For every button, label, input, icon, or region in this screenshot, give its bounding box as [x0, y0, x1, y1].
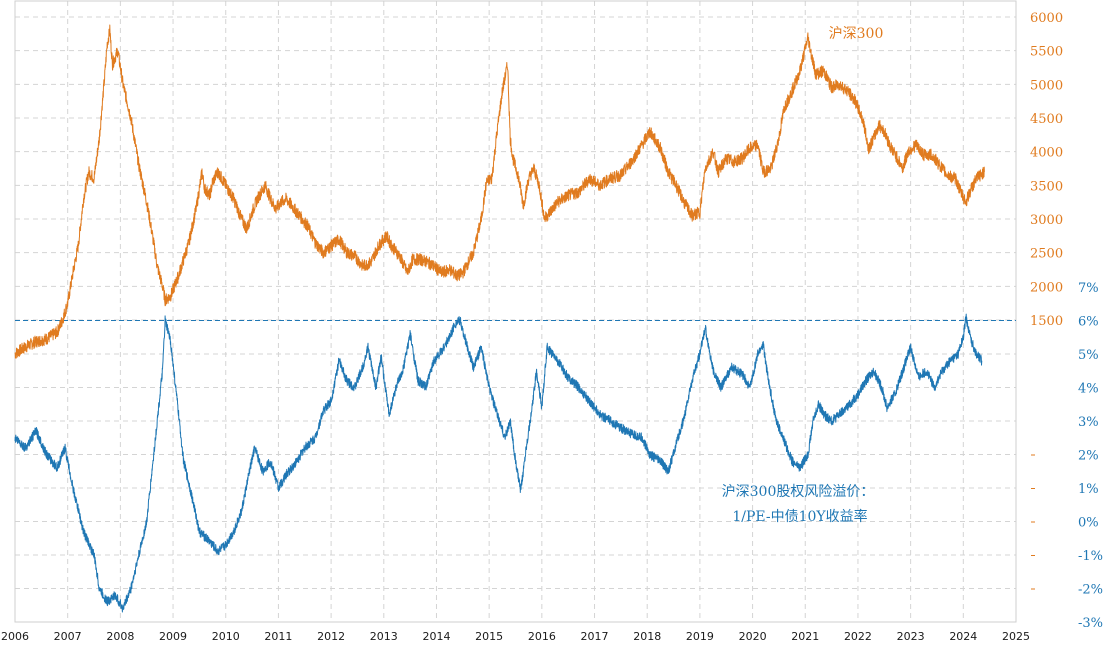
x-tick-label: 2023 [897, 630, 925, 643]
x-tick-label: 2020 [739, 630, 767, 643]
x-tick-label: 2012 [317, 630, 345, 643]
x-tick-label: 2022 [844, 630, 872, 643]
series-group [14, 24, 985, 613]
x-tick-label: 2007 [54, 630, 82, 643]
index-tick-label: 1500 [1030, 314, 1063, 329]
x-tick-label: 2024 [949, 630, 977, 643]
erp-series-label-line2: 1/PE-中债10Y收益率 [732, 508, 867, 525]
premium-tick-label: -2% [1078, 583, 1103, 598]
x-tick-label: 2021 [791, 630, 819, 643]
csi300-series-label: 沪深300 [829, 26, 884, 42]
premium-tick-label: 6% [1078, 315, 1099, 330]
x-tick-label: 2014 [422, 630, 450, 643]
index-tick-label: 5500 [1030, 45, 1063, 60]
x-tick-label: 2016 [528, 630, 556, 643]
premium-axis-ticks: -3% -2% -1% 0% 1% 2% 3% 4% 5% 6% 7% [1031, 281, 1103, 631]
x-tick-label: 2010 [212, 630, 240, 643]
premium-tick-label: 3% [1078, 415, 1099, 430]
x-tick-label: 2017 [581, 630, 609, 643]
annotations: 沪深300 沪深300股权风险溢价： 1/PE-中债10Y收益率 [722, 26, 884, 525]
premium-tick-label: 2% [1078, 449, 1099, 464]
premium-tick-label: 4% [1078, 382, 1099, 397]
index-tick-label: 4000 [1030, 146, 1063, 161]
x-tick-label: 2018 [633, 630, 661, 643]
index-tick-label: 6000 [1030, 11, 1063, 26]
equity-risk-premium-line [14, 313, 983, 613]
index-tick-label: 3000 [1030, 213, 1063, 228]
index-axis-ticks: 1500 2000 2500 3000 3500 4000 4500 5000 5500 6000 [1030, 11, 1063, 329]
premium-tick-label: 0% [1078, 516, 1099, 531]
premium-tick-label: 7% [1078, 281, 1099, 296]
index-tick-label: 2500 [1030, 247, 1063, 262]
premium-tick-label: -1% [1078, 549, 1103, 564]
x-tick-label: 2013 [370, 630, 398, 643]
premium-tick-label: 1% [1078, 482, 1099, 497]
x-axis-ticks: 2006 2007 2008 2009 2010 2011 2012 2013 2014 2015… [1, 630, 1030, 643]
plot-frame [14, 0, 1017, 623]
index-tick-label: 5000 [1030, 78, 1063, 93]
premium-tick-label: 5% [1078, 348, 1099, 363]
x-tick-label: 2019 [686, 630, 714, 643]
index-tick-label: 4500 [1030, 112, 1063, 127]
x-tick-label: 2009 [159, 630, 187, 643]
premium-tick-label: -3% [1078, 616, 1103, 631]
x-tick-label: 2006 [1, 630, 29, 643]
x-tick-label: 2015 [475, 630, 503, 643]
x-tick-label: 2008 [106, 630, 134, 643]
index-tick-label: 2000 [1030, 280, 1063, 295]
x-tick-label: 2025 [1002, 630, 1030, 643]
erp-series-label-line1: 沪深300股权风险溢价： [722, 484, 875, 500]
x-tick-label: 2011 [264, 630, 292, 643]
index-tick-label: 3500 [1030, 179, 1063, 194]
csi300-line [14, 24, 985, 359]
